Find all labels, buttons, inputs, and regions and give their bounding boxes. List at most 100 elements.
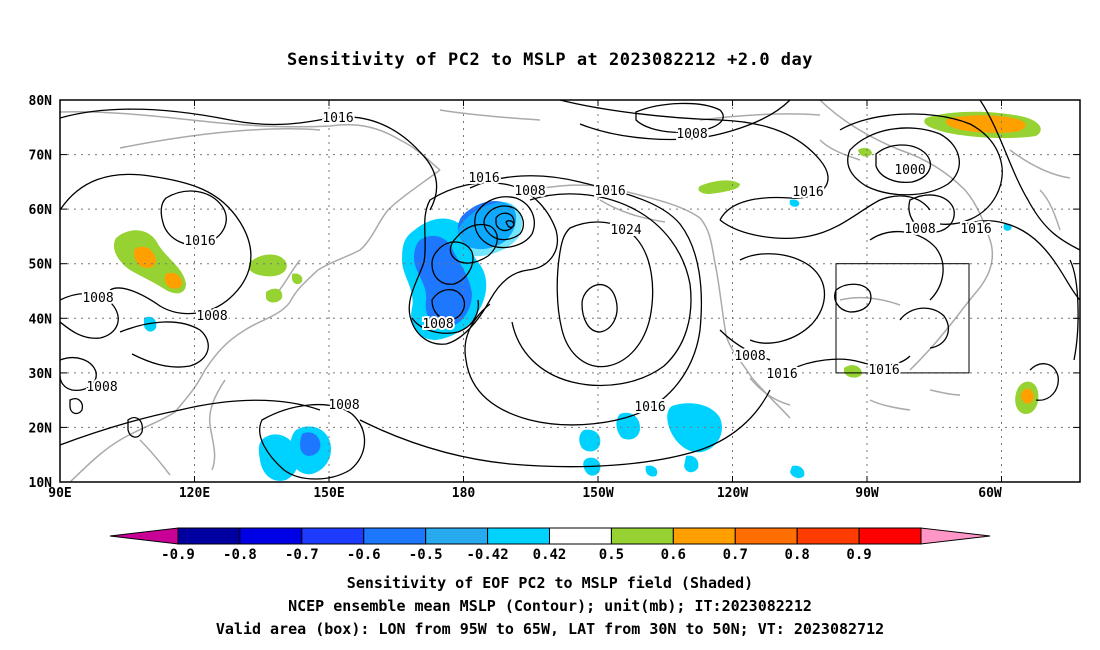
contour-label: 1008 [514,184,545,199]
contour-labels: 1016 1008 1016 1008 1016 1016 1000 1016 … [80,109,993,417]
contour-1016-atlantic-north [979,100,1080,251]
contour-1016-na [719,195,931,239]
lon-label: 60W [978,486,1002,501]
shade-positive-asia-2 [248,254,287,277]
shade-positive-hudson [858,147,872,157]
contour-1024-high [556,221,654,368]
contour-low-ring-5 [449,223,498,264]
contour-1008-pacific-small [127,417,143,438]
colorbar-labels: -0.9 -0.8 -0.7 -0.6 -0.5 -0.42 0.42 0.5 0.6 0.7 0.… [161,547,872,563]
colorbar-label: -0.7 [285,547,319,563]
colorbar-segment [363,527,427,545]
coastlines [60,100,1071,482]
contour-label: 1000 [894,163,925,178]
contour-1016-us [789,355,911,371]
shade-negative-pacific-1 [258,434,299,481]
contour-1024-inner [581,283,618,333]
shade-positive-asia-1-core [133,246,156,268]
lat-label: 10N [29,476,53,491]
contour-label: 1008 [422,317,453,332]
map-frame [59,99,1081,483]
lon-label: 180 [452,486,476,501]
contour-label-pacific-1008: 1008 [328,398,359,413]
lat-label: 70N [29,149,53,164]
map-panel [60,100,1080,482]
colorbar-label: 0.42 [533,547,567,563]
colorbar-segment [487,527,551,545]
contour-1008-pacific-small2 [69,398,84,415]
shade-positive-arctic-core [945,115,1026,133]
contour-low-ring-2 [483,205,525,241]
shade-positive-gulf [844,365,862,378]
colorbar-label: -0.5 [409,547,443,563]
colorbar-segment [425,527,489,545]
shade-negative-small-7 [645,465,658,477]
contour-label: 1016 [594,184,625,199]
contour-1016-us-2 [869,230,944,301]
colorbar-label: -0.42 [467,547,509,563]
shade-negative-small-5 [790,465,805,479]
colorbar-label: -0.8 [223,547,257,563]
contour-1016-box [899,307,949,349]
contour-1008-south [60,399,321,446]
contour-1000-inner [875,144,931,184]
shade-positive-canada [698,180,740,194]
colorbar-segment [858,527,922,545]
colorbar-label: -0.9 [161,547,195,563]
contour-label: 1016 [634,400,665,415]
colorbar-segment [239,527,303,545]
contour-1008-arctic [579,100,791,141]
colorbar-label: 0.6 [661,547,686,563]
contour-east-edge [1069,259,1079,361]
contour-label: 1008 [82,291,113,306]
contour-1016-north [60,108,438,211]
contour-1008-sw-1 [119,321,209,368]
contour-1008-us [719,329,771,361]
colorbar-label: 0.9 [846,547,871,563]
contour-label: 1016 [322,111,353,126]
contour-1008-west [60,293,119,339]
contour-1008-hudson [839,113,1003,225]
contour-label: 1016 [184,234,215,249]
contour-label: 1024 [610,223,641,238]
contour-1008-atlantic [908,194,955,233]
colorbar-label: 0.7 [723,547,748,563]
shade-negative-small-2 [579,429,601,452]
shade-negative-east-pacific [667,403,722,453]
contour-1016-trough [739,253,825,344]
colorbar-segment [672,527,736,545]
contour-1016-asia-inner [160,190,227,246]
lon-label: 90E [48,486,71,501]
shade-negative-small-6 [144,316,157,332]
colorbar-label: 0.5 [599,547,624,563]
contour-label: 1016 [868,363,899,378]
colorbar [109,527,991,545]
shade-positive-asia-3 [266,288,283,303]
contour-1008-aleutian-outer [408,182,558,345]
caption-contour: NCEP ensemble mean MSLP (Contour); unit(… [288,597,812,615]
contour-1016-mid [511,193,692,387]
contour-low-ring-1 [474,196,535,249]
contour-1008-aleutian-label [411,299,480,334]
contour-label: 1008 [86,380,117,395]
shade-positive-asia-4 [292,273,303,285]
contour-aleutian-south [431,289,465,321]
shade-negative-small-4 [684,455,699,473]
caption-shading: Sensitivity of EOF PC2 to MSLP field (Sh… [346,574,754,592]
lat-label: 60N [29,203,53,218]
contour-1008-west2 [60,357,97,391]
contour-label: 1016 [792,185,823,200]
lat-labels: 80N 70N 60N 50N 40N 30N 20N 10N [29,94,53,491]
lat-label: 80N [29,94,53,109]
lon-label: 150E [313,486,344,501]
contour-1016-outer [359,389,771,468]
caption-valid-area: Valid area (box): LON from 95W to 65W, L… [215,620,885,638]
colorbar-segment [549,527,612,545]
lon-label: 90W [855,486,879,501]
lon-labels: 90E 120E 150E 180 150W 120W 90W 60W [48,486,1002,501]
contour-1016-us-oval [834,283,872,313]
contour-1000-low [847,127,960,196]
contour-1016-west [60,173,252,315]
lon-label: 150W [582,486,613,501]
